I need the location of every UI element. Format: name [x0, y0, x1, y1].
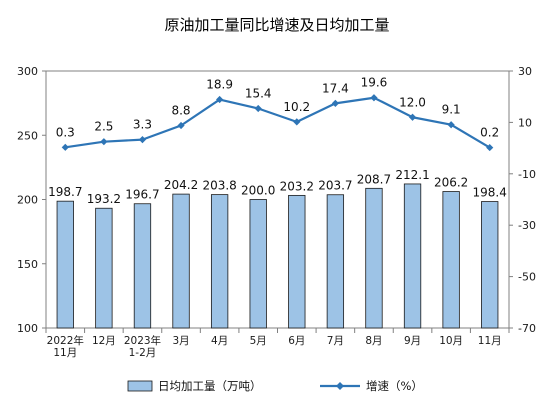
- bar-data-label: 198.4: [473, 186, 507, 200]
- x-axis-category-label: 11月: [53, 347, 77, 359]
- line-point: [100, 138, 108, 146]
- x-axis-category-label: 1-2月: [129, 347, 157, 359]
- line-point: [177, 121, 185, 130]
- bar: [403, 183, 422, 329]
- line-data-label: 0.3: [56, 125, 75, 139]
- bar-data-label: 203.2: [280, 179, 314, 193]
- line-data-label: 3.3: [133, 118, 152, 132]
- left-axis-tick-label: 300: [17, 65, 38, 78]
- right-axis-tick-label: -70: [518, 322, 536, 335]
- left-axis-tick-label: 100: [17, 322, 38, 335]
- line-data-label: 0.2: [480, 126, 499, 140]
- line-data-label: 9.1: [442, 103, 461, 117]
- bar-data-label: 212.1: [395, 168, 429, 182]
- line-data-label: 10.2: [283, 100, 310, 114]
- line-point: [293, 118, 301, 126]
- bar: [172, 193, 190, 329]
- legend-line-label: 增速（%）: [366, 379, 423, 393]
- right-axis-tick-label: -10: [518, 168, 536, 181]
- x-axis-category-label: 10月: [439, 335, 463, 347]
- bar: [133, 203, 152, 329]
- bar-data-label: 193.2: [87, 192, 121, 206]
- line-data-label: 8.8: [171, 103, 190, 117]
- bar: [288, 194, 306, 329]
- x-axis-category-label: 12月: [92, 335, 116, 347]
- line-data-label: 12.0: [399, 95, 426, 109]
- line-point: [61, 143, 69, 151]
- bar-data-label: 200.0: [241, 184, 275, 198]
- x-axis-category-label: 5月: [250, 335, 267, 347]
- bar: [95, 207, 113, 329]
- line-point: [216, 95, 224, 104]
- bar-data-label: 198.7: [48, 185, 82, 199]
- bar-data-label: 203.7: [318, 179, 352, 193]
- bar-data-label: 196.7: [125, 188, 159, 202]
- left-axis-tick-label: 200: [17, 194, 38, 207]
- x-axis-category-label: 11月: [478, 335, 502, 347]
- x-axis-category-label: 2022年: [47, 334, 84, 347]
- left-axis-tick-label: 250: [17, 129, 38, 142]
- bar: [56, 200, 74, 329]
- x-axis-category-label: 4月: [211, 335, 228, 347]
- bar-data-label: 208.7: [357, 172, 391, 186]
- line-data-label: 18.9: [206, 78, 233, 92]
- bar: [326, 194, 345, 329]
- bar: [249, 199, 267, 329]
- x-axis-category-label: 9月: [404, 335, 421, 347]
- line-point: [447, 121, 455, 129]
- line-data-label: 2.5: [94, 120, 113, 134]
- line-point: [331, 99, 339, 107]
- line-data-label: 15.4: [245, 87, 272, 101]
- line-data-label: 19.6: [361, 76, 388, 90]
- line-point: [138, 136, 147, 144]
- line-point: [254, 104, 262, 113]
- x-axis-category-label: 2023年: [124, 334, 161, 347]
- x-axis-category-label: 8月: [365, 335, 382, 347]
- chart-title: 原油加工量同比增速及日均加工量: [164, 16, 389, 34]
- legend-line-marker: [336, 382, 344, 390]
- x-axis-category-label: 7月: [327, 335, 344, 347]
- x-axis-category-label: 3月: [172, 335, 189, 347]
- x-axis-category-label: 6月: [288, 335, 305, 347]
- line-point: [370, 94, 378, 102]
- bar-data-label: 203.8: [202, 179, 236, 193]
- bar: [481, 201, 499, 329]
- left-axis-tick-label: 150: [17, 258, 38, 271]
- legend-bar-swatch: [127, 380, 153, 392]
- line-data-label: 17.4: [322, 81, 349, 95]
- right-axis-tick-label: 30: [518, 65, 532, 78]
- growth-line: [65, 96, 491, 149]
- bar: [442, 191, 460, 329]
- line-point: [408, 113, 417, 121]
- right-axis-tick-label: 10: [518, 116, 532, 129]
- bar: [210, 194, 229, 329]
- bar: [365, 187, 383, 329]
- bar-data-label: 204.2: [164, 178, 198, 192]
- line-point: [486, 143, 494, 152]
- legend-bar-label: 日均加工量（万吨）: [158, 379, 262, 393]
- bar-data-label: 206.2: [434, 176, 468, 190]
- right-axis-tick-label: -30: [518, 219, 536, 232]
- right-axis-tick-label: -50: [518, 271, 536, 284]
